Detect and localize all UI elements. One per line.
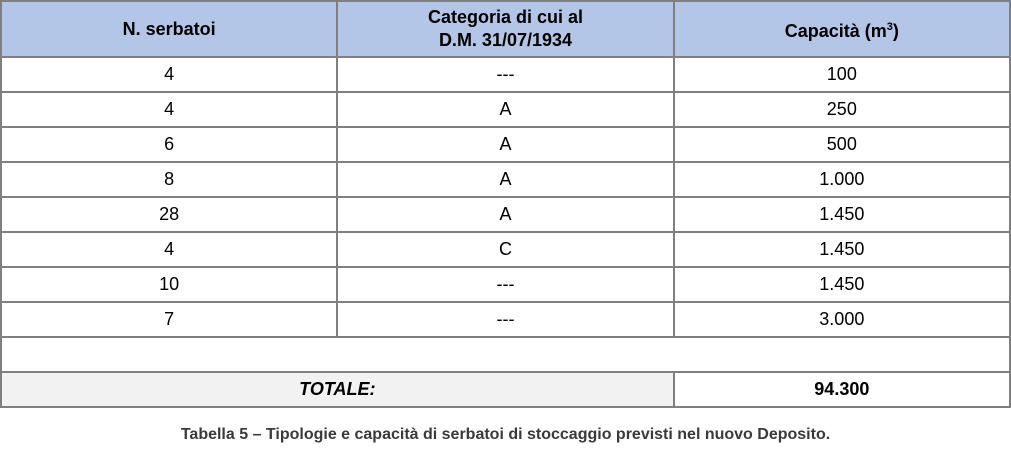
table-row: 28 A 1.450 [0,196,1011,233]
total-value: 94.300 [672,371,1011,408]
tank-table: N. serbatoi Categoria di cui al D.M. 31/0… [0,0,1011,408]
header-category: Categoria di cui al D.M. 31/07/1934 [336,0,675,58]
cell-category: --- [336,301,675,338]
cell-category: --- [336,266,675,303]
total-row: TOTALE: 94.300 [0,371,1011,408]
table-row: 4 --- 100 [0,56,1011,93]
cell-category: A [336,196,675,233]
cell-category: C [336,231,675,268]
cell-count: 28 [0,196,339,233]
table-caption: Tabella 5 – Tipologie e capacità di serb… [180,426,831,443]
cell-capacity: 1.450 [672,266,1011,303]
empty-cell [0,336,1011,373]
header-capacity: Capacità (m3) [672,0,1011,58]
table-row: 8 A 1.000 [0,161,1011,198]
cell-category: A [336,126,675,163]
cell-count: 4 [0,231,339,268]
cell-count: 10 [0,266,339,303]
cell-count: 4 [0,56,339,93]
header-category-line1: Categoria di cui al [427,7,584,27]
header-capacity-text: Capacità (m [784,20,887,41]
header-capacity-close: ) [892,20,899,41]
cell-capacity: 250 [672,91,1011,128]
total-label: TOTALE: [0,371,675,408]
cell-capacity: 500 [672,126,1011,163]
cell-capacity: 100 [672,56,1011,93]
cell-category: A [336,161,675,198]
table-row: 7 --- 3.000 [0,301,1011,338]
cell-count: 6 [0,126,339,163]
table-row: 4 A 250 [0,91,1011,128]
cell-count: 4 [0,91,339,128]
cell-capacity: 1.000 [672,161,1011,198]
header-category-line2: D.M. 31/07/1934 [438,30,573,50]
cell-count: 7 [0,301,339,338]
header-row: N. serbatoi Categoria di cui al D.M. 31/0… [0,0,1011,58]
empty-row [0,336,1011,373]
header-count: N. serbatoi [0,0,339,58]
cell-category: --- [336,56,675,93]
table-row: 10 --- 1.450 [0,266,1011,303]
table-row: 4 C 1.450 [0,231,1011,268]
cell-category: A [336,91,675,128]
cell-capacity: 3.000 [672,301,1011,338]
cell-count: 8 [0,161,339,198]
cell-capacity: 1.450 [672,231,1011,268]
table-row: 6 A 500 [0,126,1011,163]
header-capacity-sup: 3 [886,20,893,33]
cell-capacity: 1.450 [672,196,1011,233]
